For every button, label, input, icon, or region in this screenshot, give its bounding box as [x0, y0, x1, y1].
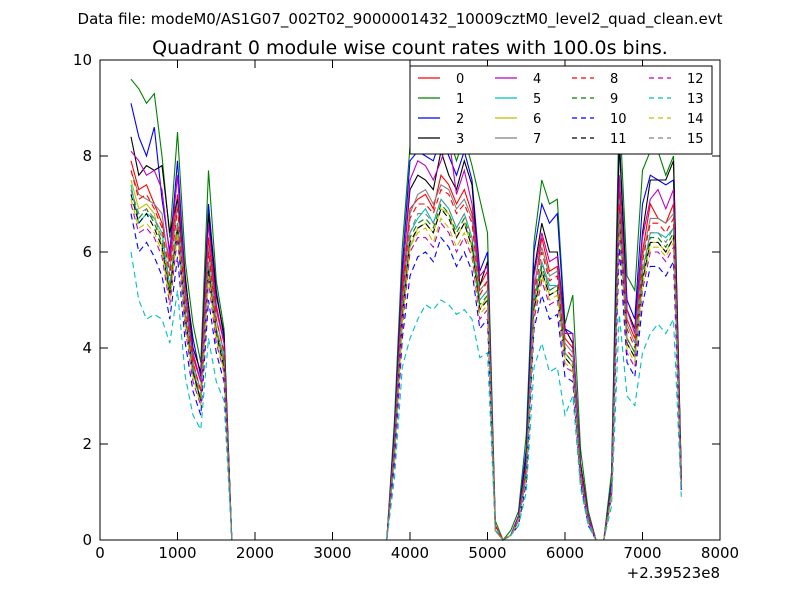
legend-label-4: 4 — [533, 72, 541, 87]
chart-title: Quadrant 0 module wise count rates with … — [152, 37, 668, 59]
x-tick-label: 4000 — [391, 544, 429, 562]
legend-label-9: 9 — [610, 92, 618, 107]
series-line-4 — [130, 136, 682, 541]
y-tick-label: 8 — [82, 147, 92, 165]
legend-label-11: 11 — [610, 132, 627, 147]
legend-label-3: 3 — [456, 132, 464, 147]
legend-label-15: 15 — [687, 132, 704, 147]
y-tick-label: 6 — [82, 243, 92, 261]
series-line-13 — [130, 251, 682, 541]
series-line-14 — [130, 199, 682, 541]
legend-label-7: 7 — [533, 132, 541, 147]
y-tick-label: 2 — [82, 435, 92, 453]
legend-label-14: 14 — [687, 112, 704, 127]
legend-label-8: 8 — [610, 72, 618, 87]
legend-label-12: 12 — [687, 72, 704, 87]
legend-label-1: 1 — [456, 92, 464, 107]
legend-label-13: 13 — [687, 92, 704, 107]
x-tick-label: 7000 — [623, 544, 661, 562]
series-line-1 — [130, 78, 682, 542]
x-tick-label: 3000 — [313, 544, 351, 562]
legend-label-10: 10 — [610, 112, 627, 127]
legend-box — [409, 65, 713, 155]
x-axis-offset-label: +2.39523e8 — [627, 564, 720, 582]
legend-label-6: 6 — [533, 112, 541, 127]
x-tick-label: 5000 — [468, 544, 506, 562]
x-tick-label: 2000 — [236, 544, 274, 562]
x-tick-label: 1000 — [158, 544, 196, 562]
figure-suptitle: Data file: modeM0/AS1G07_002T02_90000014… — [78, 10, 723, 29]
y-tick-label: 10 — [73, 51, 92, 69]
x-tick-label: 8000 — [701, 544, 739, 562]
legend-label-2: 2 — [456, 112, 464, 127]
x-axis: 0 1000 2000 3000 4000 5000 6000 7000 8000 — [95, 60, 739, 562]
x-tick-label: 6000 — [546, 544, 584, 562]
series-line-15 — [130, 189, 682, 541]
legend-label-0: 0 — [456, 72, 464, 87]
y-tick-label: 4 — [82, 339, 92, 357]
y-tick-label: 0 — [82, 531, 92, 549]
x-tick-label: 0 — [95, 544, 105, 562]
plot-lines — [130, 78, 682, 542]
legend-label-5: 5 — [533, 92, 541, 107]
